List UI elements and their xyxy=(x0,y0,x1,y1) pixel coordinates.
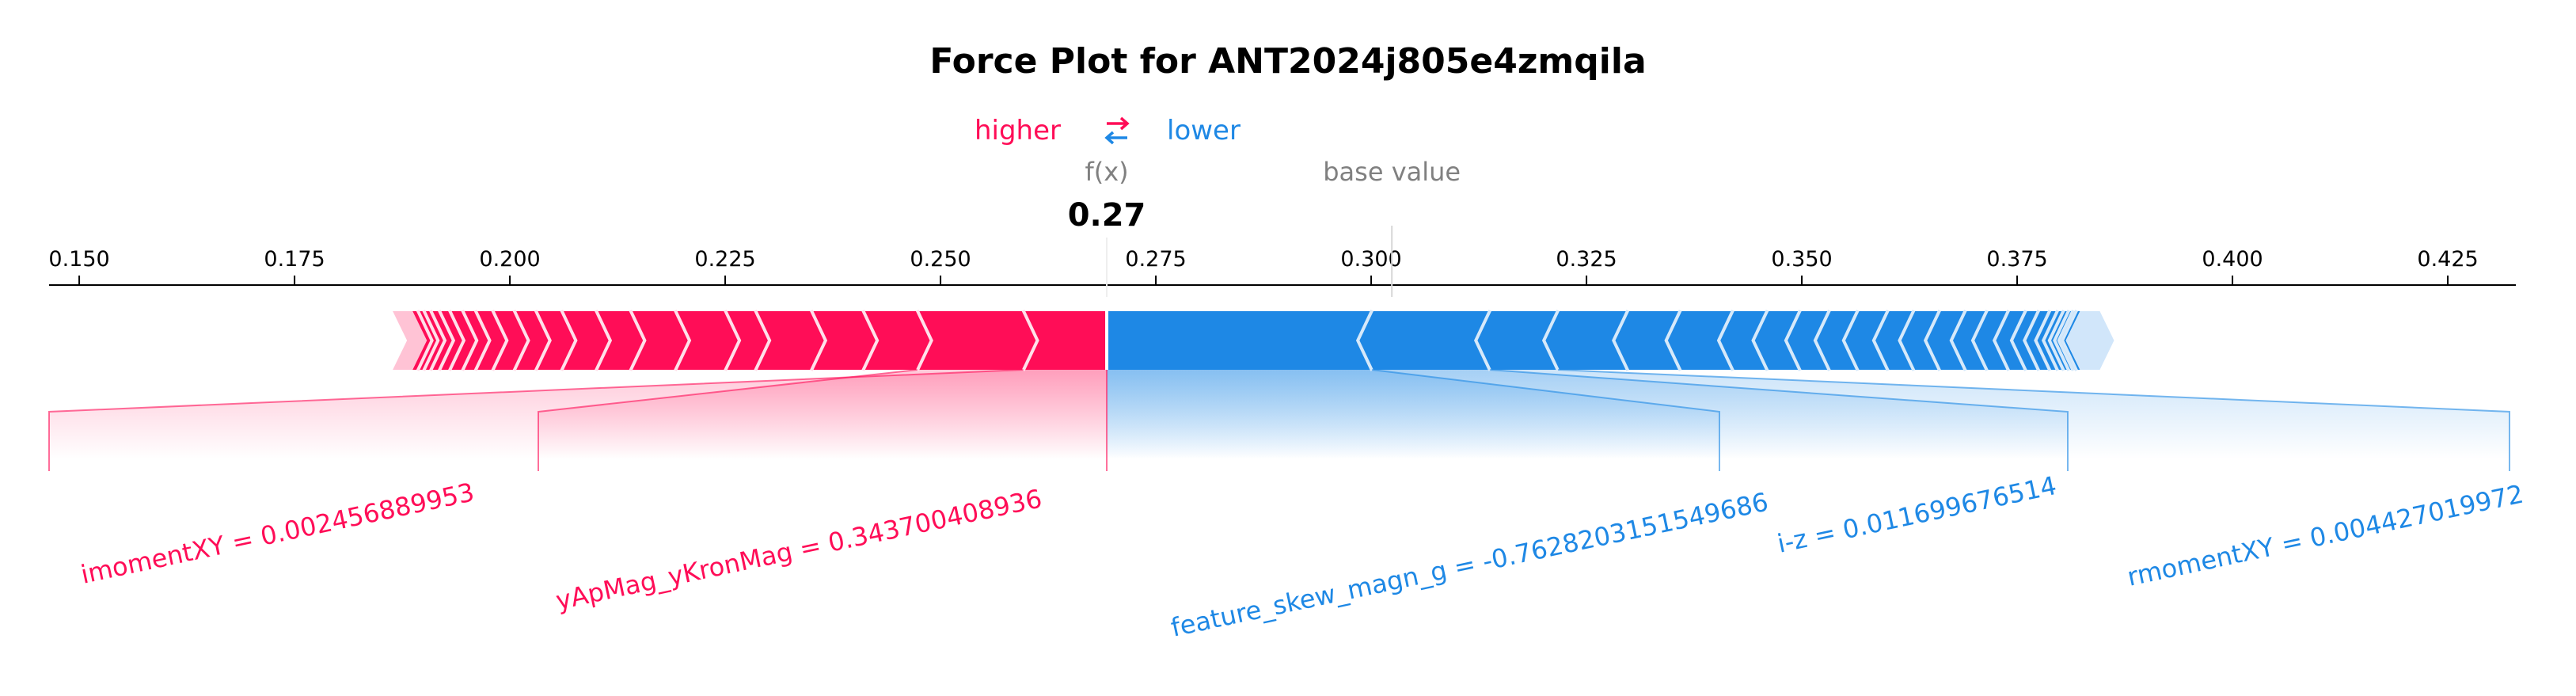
fx-label: f(x) xyxy=(1085,157,1128,187)
feature-label: feature_skew_magn_g = -0.762820315154968… xyxy=(1168,487,1771,643)
feature-connector xyxy=(538,369,918,471)
feature-connector xyxy=(1558,369,2510,471)
negative-segment-divider xyxy=(1664,310,1682,371)
positive-bar-tail xyxy=(393,311,427,370)
negative-segment-divider xyxy=(1473,310,1492,371)
negative-segment-divider xyxy=(1949,310,1967,371)
negative-segment-divider xyxy=(1541,310,1560,371)
negative-segment-divider xyxy=(2034,310,2052,371)
feature-connector xyxy=(1372,369,1720,471)
x-tick-label: 0.325 xyxy=(1556,247,1617,272)
negative-segment-divider xyxy=(1923,310,1941,371)
feature-connector xyxy=(48,369,1024,471)
positive-segment-divider xyxy=(754,310,772,371)
chart-title: Force Plot for ANT2024j805e4zmqila xyxy=(929,41,1646,82)
feature-label: yApMag_yKronMag = 0.343700408936 xyxy=(553,483,1045,615)
legend-lower-label: lower xyxy=(1167,115,1241,146)
negative-segment-divider xyxy=(2047,310,2065,371)
legend-higher-label: higher xyxy=(975,115,1061,146)
x-tick-label: 0.200 xyxy=(479,247,540,272)
negative-bar-tail xyxy=(2065,311,2114,370)
feature-labels: imomentXY = 0.002456889953 yApMag_yKronMa… xyxy=(78,470,2526,643)
positive-segment-divider xyxy=(861,310,880,371)
negative-segment-divider xyxy=(1871,310,1890,371)
negative-segment-divider xyxy=(1751,310,1769,371)
feature-label: i-z = 0.011699676514 xyxy=(1775,470,2059,559)
positive-segment-divider xyxy=(473,310,492,371)
feature-label: rmomentXY = 0.004427019972 xyxy=(2125,479,2526,592)
negative-segment-divider xyxy=(1992,310,2010,371)
x-tick-label: 0.375 xyxy=(1986,247,2047,272)
positive-segment-divider xyxy=(422,310,440,371)
x-tick-label: 0.425 xyxy=(2417,247,2478,272)
positive-segment-divider xyxy=(491,310,509,371)
label-shades xyxy=(49,370,2510,459)
positive-segment-divider xyxy=(915,310,933,371)
positive-segment-divider xyxy=(534,310,552,371)
positive-segment-divider xyxy=(461,310,479,371)
x-axis: 0.150 0.175 0.200 0.225 0.250 0.275 0.300 0.325… xyxy=(48,247,2516,286)
base-value-line xyxy=(1106,226,1393,297)
positive-segment-divider xyxy=(429,310,447,371)
negative-segment-divider xyxy=(1784,310,1802,371)
positive-force-bar xyxy=(412,311,1108,370)
positive-segment-divider xyxy=(438,310,456,371)
positive-segment-divider xyxy=(416,310,434,371)
positive-segment-divider xyxy=(1021,310,1039,371)
x-tick-label: 0.250 xyxy=(910,247,971,272)
positive-segment-divider xyxy=(448,310,466,371)
negative-segment-divider xyxy=(1970,310,1989,371)
negative-segment-divider xyxy=(2053,310,2071,371)
negative-segment-divider xyxy=(1716,310,1734,371)
negative-segment-divider xyxy=(2057,310,2075,371)
negative-segment-divider xyxy=(2009,310,2027,371)
positive-segment-divider xyxy=(810,310,828,371)
feature-shade xyxy=(1107,370,2510,459)
negative-segment-divider xyxy=(1355,310,1373,371)
x-tick-label: 0.225 xyxy=(694,247,755,272)
feature-label: imomentXY = 0.002456889953 xyxy=(78,477,477,590)
x-tick-label: 0.275 xyxy=(1125,247,1186,272)
positive-segment-divider xyxy=(674,310,692,371)
fx-value: 0.27 xyxy=(1068,197,1146,234)
negative-force-bar xyxy=(1107,311,2080,370)
negative-segment-divider xyxy=(1898,310,1916,371)
x-tick-label: 0.150 xyxy=(48,247,109,272)
negative-segment-divider xyxy=(1612,310,1630,371)
base-value-label: base value xyxy=(1323,157,1461,187)
positive-segment-divider xyxy=(724,310,742,371)
negative-segment-divider xyxy=(2023,310,2041,371)
label-connectors xyxy=(48,369,2510,471)
force-bars xyxy=(393,310,2114,371)
x-tick-label: 0.400 xyxy=(2202,247,2263,272)
negative-segment-divider xyxy=(2060,310,2078,371)
x-tick-label: 0.175 xyxy=(264,247,325,272)
x-tick-label: 0.350 xyxy=(1771,247,1832,272)
feature-connector xyxy=(1490,369,2069,471)
legend-arrows-icon xyxy=(1104,116,1130,145)
negative-segment-divider xyxy=(1813,310,1831,371)
positive-segment-divider xyxy=(595,310,613,371)
feature-shade xyxy=(538,370,1108,459)
negative-segment-divider xyxy=(1841,310,1860,371)
positive-segment-divider xyxy=(512,310,530,371)
positive-segment-divider xyxy=(560,310,578,371)
negative-segment-divider xyxy=(2041,310,2059,371)
positive-segment-divider xyxy=(629,310,647,371)
